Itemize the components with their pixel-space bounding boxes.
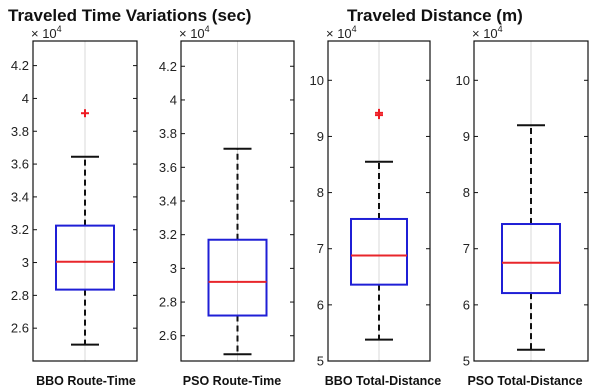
y-tick-label: 9	[317, 129, 324, 144]
box	[55, 224, 115, 291]
panel-1: 2.6 2.8 3 3.2 3.4 3.6 3.8 4 4.2 × 104 BBO Route-Ti…	[11, 24, 138, 388]
y-tick-label: 6	[317, 297, 324, 312]
outlier-marker	[81, 109, 89, 118]
axis-multiplier: × 104	[179, 24, 210, 41]
y-tick-label: 3	[170, 261, 177, 276]
box	[207, 238, 268, 317]
axes-frame	[473, 40, 589, 362]
y-tick-label: 3.4	[159, 194, 177, 209]
axis-multiplier: × 104	[326, 24, 357, 41]
y-tick-label: 3.4	[11, 189, 29, 204]
axes-frame	[32, 40, 138, 362]
category-label: BBO Route-Time	[36, 374, 136, 388]
axis-multiplier: × 104	[31, 24, 62, 41]
y-tick-label: 3.2	[159, 227, 177, 242]
y-tick-label: 6	[463, 297, 470, 312]
category-label: PSO Route-Time	[183, 374, 281, 388]
panel-4: 5 6 7 8 9 10 × 104 PSO Total-Distance	[456, 24, 589, 388]
y-tick-label: 2.8	[159, 295, 177, 310]
outlier-marker	[375, 108, 383, 117]
y-tick-label: 4	[170, 92, 177, 107]
box	[350, 217, 408, 286]
y-tick-label: 5	[317, 354, 324, 369]
y-tick-label: 5	[463, 354, 470, 369]
category-label: PSO Total-Distance	[467, 374, 582, 388]
y-tick-label: 3.2	[11, 222, 29, 237]
panel-2: 2.6 2.8 3 3.2 3.4 3.6 3.8 4 4.2 × 104 PSO Route-Ti…	[159, 24, 295, 388]
box-plot-panels: 2.6 2.8 3 3.2 3.4 3.6 3.8 4 4.2 × 104 BBO Route-Ti…	[11, 24, 589, 388]
y-tick-label: 4	[22, 91, 29, 106]
y-tick-label: 2.6	[11, 321, 29, 336]
y-tick-label: 3.8	[11, 124, 29, 139]
y-tick-label: 10	[456, 73, 470, 88]
y-tick-label: 4.2	[159, 59, 177, 74]
axes-frame	[327, 40, 431, 362]
y-tick-label: 8	[463, 185, 470, 200]
y-tick-label: 4.2	[11, 58, 29, 73]
left-title: Traveled Time Variations (sec)	[8, 6, 251, 25]
y-tick-label: 3.6	[11, 157, 29, 172]
y-tick-label: 3	[22, 255, 29, 270]
y-tick-label: 7	[463, 241, 470, 256]
y-tick-label: 2.6	[159, 328, 177, 343]
panel-3: 5 6 7 8 9 10 × 104 BBO Total-Distance	[310, 24, 442, 388]
y-tick-label: 7	[317, 241, 324, 256]
y-tick-label: 8	[317, 185, 324, 200]
y-tick-label: 10	[310, 73, 324, 88]
category-label: BBO Total-Distance	[325, 374, 441, 388]
box	[501, 223, 561, 295]
axis-multiplier: × 104	[472, 24, 503, 41]
y-tick-label: 3.6	[159, 160, 177, 175]
right-title: Traveled Distance (m)	[347, 6, 523, 25]
y-tick-label: 2.8	[11, 288, 29, 303]
y-tick-label: 3.8	[159, 126, 177, 141]
y-tick-label: 9	[463, 129, 470, 144]
